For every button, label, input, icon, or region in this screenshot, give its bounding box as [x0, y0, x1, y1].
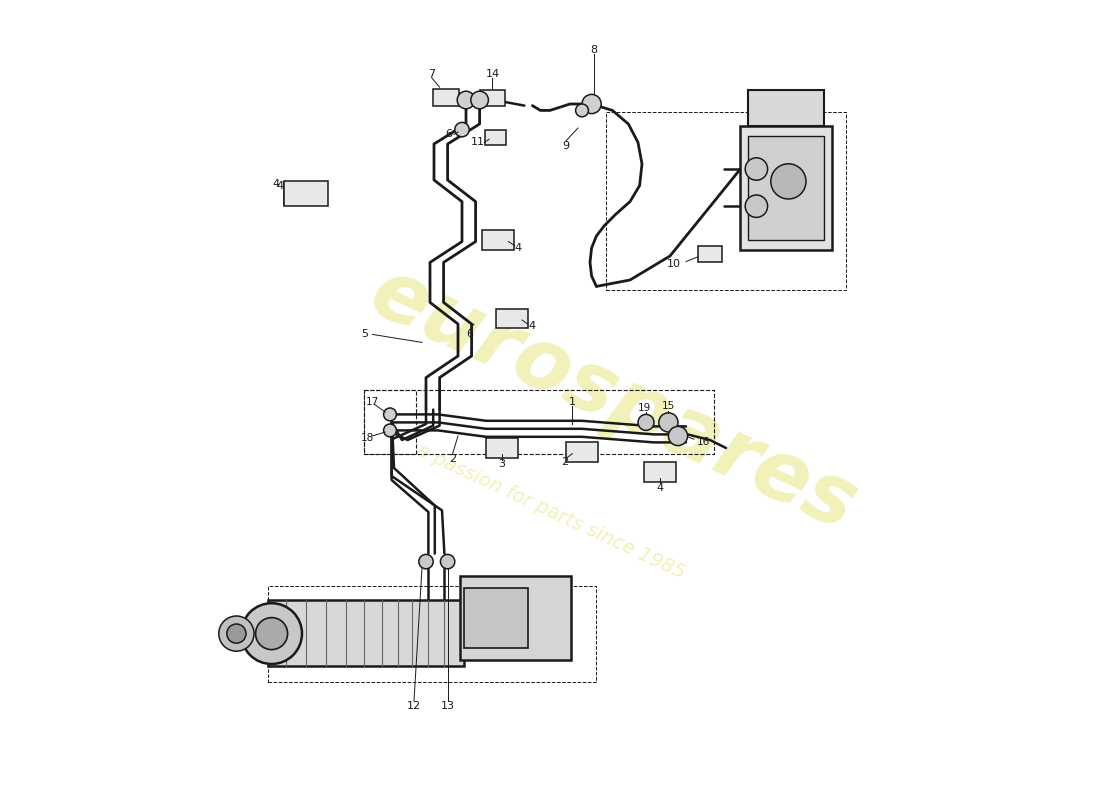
Circle shape [241, 603, 302, 664]
Text: 15: 15 [662, 402, 675, 411]
Circle shape [419, 554, 433, 569]
Text: 8: 8 [591, 45, 597, 54]
Bar [496, 309, 528, 328]
Text: 2: 2 [561, 458, 568, 467]
Text: 11: 11 [471, 138, 485, 147]
Circle shape [440, 554, 454, 569]
Text: 13: 13 [441, 701, 454, 710]
Bar [285, 182, 322, 205]
Text: 16: 16 [697, 437, 711, 446]
Bar [482, 230, 514, 250]
Text: 7: 7 [428, 70, 436, 79]
Text: 6: 6 [446, 130, 453, 139]
Text: 4: 4 [515, 243, 521, 253]
Circle shape [255, 618, 287, 650]
Bar [740, 126, 833, 250]
Text: 4: 4 [273, 179, 280, 189]
Text: 6: 6 [466, 330, 473, 339]
Circle shape [384, 408, 396, 421]
Text: 17: 17 [366, 397, 379, 406]
Bar [645, 462, 676, 482]
Text: 1: 1 [569, 397, 576, 406]
Circle shape [454, 122, 470, 137]
Circle shape [745, 158, 768, 180]
Circle shape [582, 94, 602, 114]
Circle shape [638, 414, 654, 430]
Text: 12: 12 [407, 701, 421, 710]
Text: 4: 4 [276, 181, 283, 190]
Bar [566, 442, 598, 462]
Circle shape [471, 91, 488, 109]
Text: 2: 2 [449, 454, 456, 464]
Text: 3: 3 [498, 459, 506, 469]
Text: 5: 5 [361, 330, 367, 339]
Text: 14: 14 [485, 70, 499, 79]
Bar [698, 246, 722, 262]
Text: 10: 10 [667, 259, 681, 269]
Bar [463, 588, 528, 648]
Bar [461, 576, 571, 660]
Bar [485, 130, 506, 145]
Bar [486, 438, 518, 458]
Text: 9: 9 [562, 141, 570, 150]
Text: 19: 19 [638, 403, 651, 413]
Text: 18: 18 [361, 434, 374, 443]
Circle shape [659, 413, 678, 432]
Text: 4: 4 [529, 322, 536, 331]
Bar [284, 181, 328, 206]
Text: a passion for parts since 1985: a passion for parts since 1985 [412, 441, 688, 583]
Circle shape [227, 624, 246, 643]
Circle shape [745, 195, 768, 218]
Circle shape [384, 424, 396, 437]
Text: eurospares: eurospares [359, 252, 870, 548]
Circle shape [219, 616, 254, 651]
Text: 4: 4 [657, 483, 664, 493]
Bar [748, 136, 824, 240]
Bar [268, 600, 464, 666]
Circle shape [771, 164, 806, 199]
Bar [748, 90, 824, 126]
Circle shape [575, 104, 589, 117]
Circle shape [458, 91, 475, 109]
Bar [480, 90, 505, 106]
Bar [433, 89, 459, 106]
Circle shape [669, 426, 688, 446]
